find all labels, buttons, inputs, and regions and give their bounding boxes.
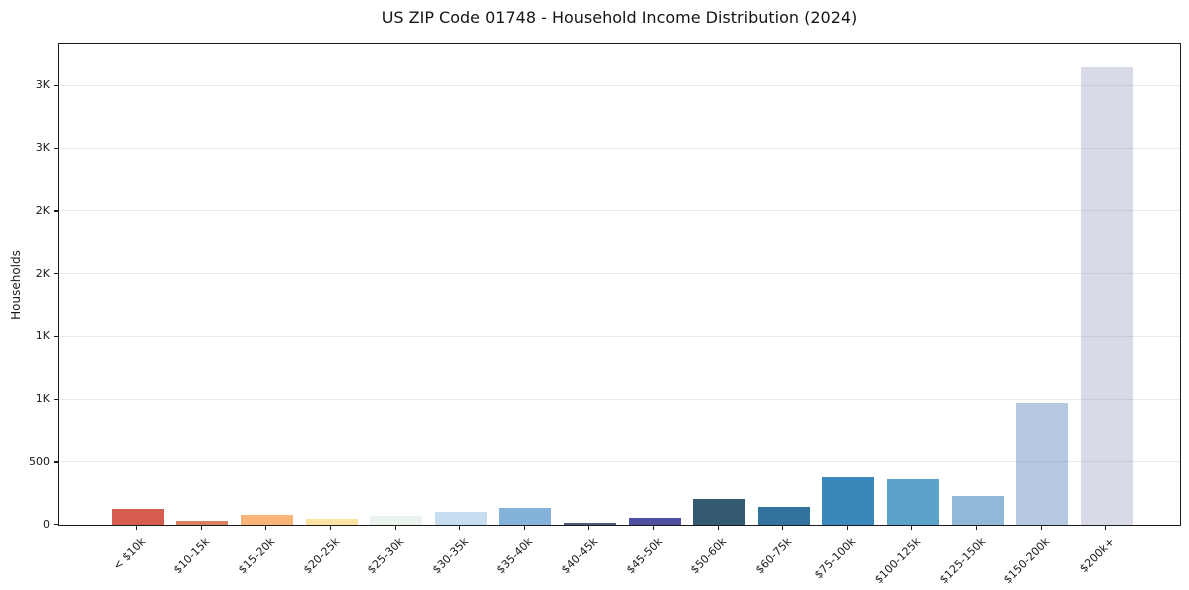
bar-$50-60k [693, 499, 746, 525]
x-tick-mark [136, 526, 138, 530]
y-tick-mark [54, 335, 58, 338]
y-tick-label: 1K [35, 392, 50, 406]
x-tick-mark [717, 526, 719, 530]
y-tick-label: 2K [35, 266, 50, 280]
bar-$10-15k [176, 521, 229, 525]
x-tick-mark [1105, 526, 1107, 530]
y-tick-mark [54, 273, 58, 275]
bar-$20-25k [305, 519, 358, 525]
bar-$45-50k [628, 518, 681, 525]
y-tick-mark [54, 398, 58, 400]
y-tick-label: 3K [35, 78, 50, 92]
x-tick-mark [200, 526, 202, 530]
bar-$75-100k [822, 476, 875, 525]
x-tick-mark [459, 526, 461, 530]
bar-$30-35k [434, 511, 487, 525]
bar-$35-40k [499, 508, 552, 525]
bar-$15-20k [240, 515, 293, 525]
bar-$100-125k [886, 478, 939, 525]
x-tick-mark [394, 526, 396, 530]
x-tick-mark [329, 526, 332, 530]
y-tick-mark [54, 84, 58, 87]
x-tick-mark [588, 526, 590, 530]
y-tick-label: 1K [35, 329, 50, 343]
gridline-2000 [59, 273, 1180, 275]
gridline-500 [59, 461, 1180, 463]
gridline-2500 [59, 210, 1180, 212]
y-tick-label: 3K [35, 141, 50, 155]
x-tick-label: < $10k [110, 535, 148, 573]
y-tick-mark [54, 147, 58, 149]
gridline-1500 [59, 335, 1180, 337]
bar-$40-45k [563, 523, 616, 525]
gridline-1000 [59, 398, 1180, 400]
x-tick-mark [1040, 526, 1042, 530]
y-tick-mark [54, 210, 58, 212]
chart-title: US ZIP Code 01748 - Household Income Dis… [381, 8, 858, 27]
y-tick-label: 0 [43, 517, 50, 531]
x-tick-mark [975, 526, 978, 530]
gridline-3000 [59, 147, 1180, 149]
bar-$60-75k [757, 507, 810, 525]
y-tick-label: 2K [35, 203, 50, 217]
y-tick-label: 500 [29, 454, 50, 468]
x-tick-mark [523, 526, 525, 530]
plot-area [58, 43, 1181, 526]
bar-$125-150k [951, 496, 1004, 525]
x-tick-mark [652, 526, 655, 530]
bar-$200k+ [1080, 67, 1133, 525]
x-tick-mark [782, 526, 784, 530]
bar-$25-30k [370, 516, 423, 525]
x-tick-mark [846, 526, 848, 530]
y-tick-mark [54, 524, 58, 526]
y-tick-mark [54, 461, 58, 463]
bar-$150-200k [1016, 402, 1069, 525]
x-tick-mark [265, 526, 267, 530]
bar-< $10k [111, 509, 164, 525]
x-tick-mark [911, 526, 913, 530]
gridline-3500 [59, 84, 1180, 86]
